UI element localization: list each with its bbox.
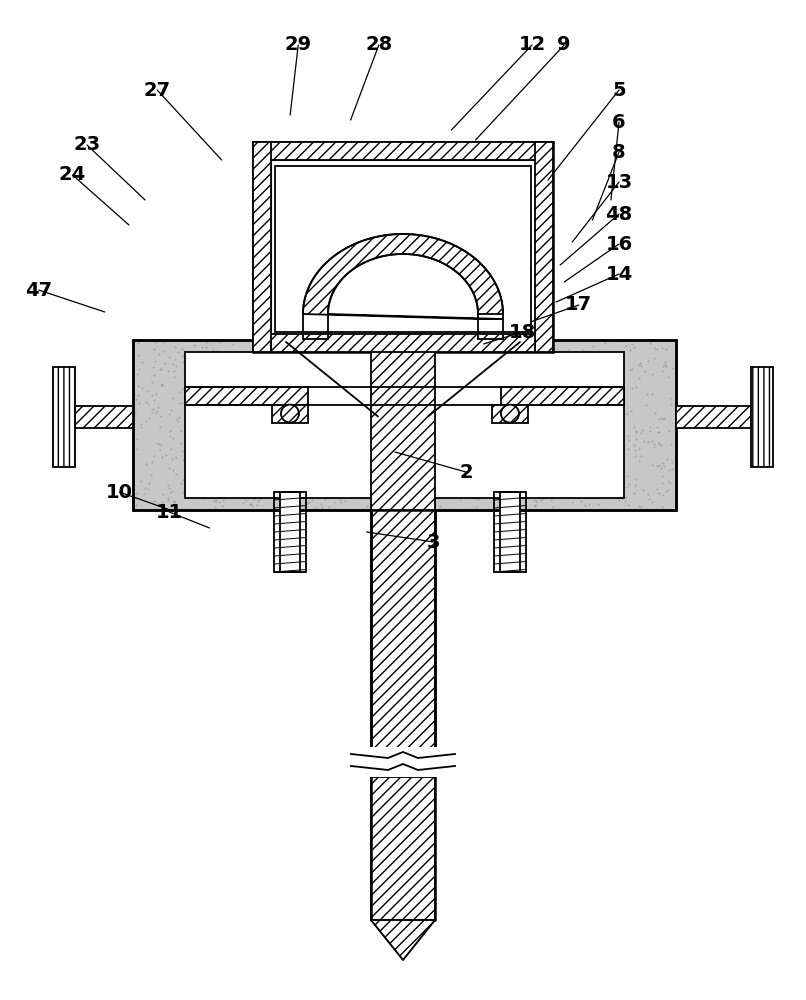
Text: 27: 27 (143, 81, 171, 100)
Text: 23: 23 (73, 135, 101, 154)
Bar (253, 142, 271, 352)
Text: 13: 13 (605, 172, 633, 192)
Circle shape (281, 405, 299, 423)
Bar (274, 492, 306, 572)
Text: 16: 16 (605, 234, 633, 253)
Bar (535, 142, 553, 352)
Bar (53, 367, 75, 467)
Polygon shape (303, 234, 503, 319)
Text: 5: 5 (613, 81, 625, 100)
Bar (371, 777, 435, 920)
Text: 48: 48 (605, 205, 633, 224)
Bar (371, 510, 435, 750)
Bar (346, 747, 460, 777)
Text: 10: 10 (106, 483, 133, 502)
Text: 47: 47 (25, 280, 52, 300)
Bar (185, 352, 624, 498)
Text: 2: 2 (459, 462, 472, 482)
Text: 14: 14 (605, 264, 633, 284)
Bar (275, 166, 531, 332)
Text: 8: 8 (613, 142, 625, 161)
Bar (253, 334, 553, 352)
Text: 3: 3 (427, 532, 440, 552)
Text: 18: 18 (509, 322, 536, 342)
Text: 17: 17 (565, 296, 592, 314)
Bar (280, 492, 300, 572)
Bar (676, 406, 751, 428)
Bar (500, 492, 520, 572)
Text: 12: 12 (518, 35, 546, 54)
Polygon shape (371, 920, 435, 960)
Text: 6: 6 (613, 112, 625, 131)
Text: 11: 11 (156, 502, 183, 522)
Text: 29: 29 (285, 35, 312, 54)
Bar (133, 340, 676, 510)
Bar (185, 387, 308, 405)
Text: 28: 28 (365, 35, 393, 54)
Bar (501, 387, 624, 405)
Text: 24: 24 (59, 165, 86, 184)
Bar (253, 142, 553, 160)
Polygon shape (371, 920, 435, 960)
Circle shape (501, 405, 519, 423)
Bar (272, 405, 308, 423)
Bar (751, 367, 773, 467)
Bar (492, 405, 528, 423)
Bar (75, 406, 133, 428)
Bar (494, 492, 526, 572)
Text: 9: 9 (558, 35, 571, 54)
Bar (271, 160, 535, 334)
Bar (371, 340, 435, 510)
